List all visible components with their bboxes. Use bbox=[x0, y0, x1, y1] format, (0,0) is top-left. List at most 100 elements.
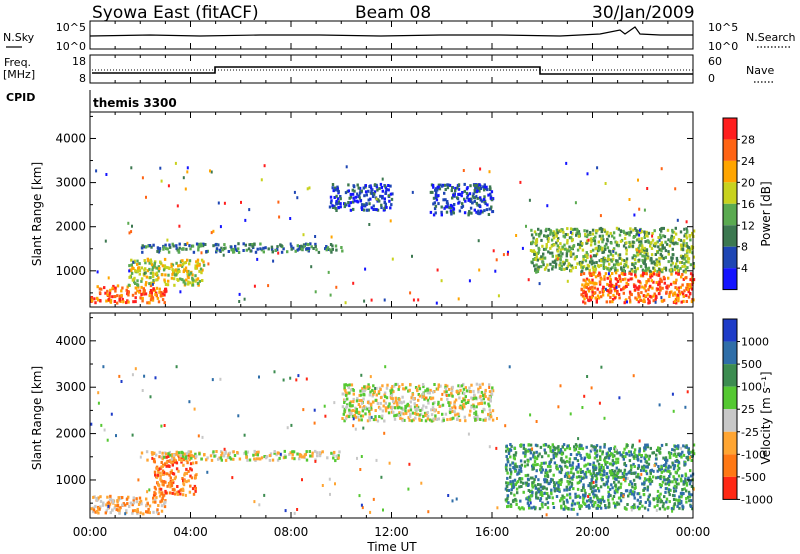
scatter-cell bbox=[685, 489, 688, 493]
scatter-cell bbox=[453, 194, 456, 198]
scatter-cell bbox=[545, 243, 548, 246]
scatter-cell bbox=[97, 511, 100, 515]
scatter-cell bbox=[167, 250, 171, 254]
colorbar-tick-label: 12 bbox=[741, 219, 755, 232]
scatter-cell bbox=[352, 417, 355, 421]
scatter-cell bbox=[141, 250, 144, 254]
scatter-cell bbox=[595, 477, 599, 481]
scatter-cell bbox=[634, 296, 637, 300]
scatter-cell bbox=[273, 450, 276, 453]
scatter-cell bbox=[280, 250, 284, 254]
scatter-cell bbox=[188, 454, 192, 458]
scatter-cell bbox=[673, 291, 677, 295]
scatter-cell bbox=[96, 285, 99, 289]
scatter-cell bbox=[196, 264, 199, 268]
scatter-cell bbox=[506, 252, 509, 256]
scatter-cell bbox=[606, 237, 609, 241]
scatter-cell bbox=[506, 488, 509, 492]
scatter-cell bbox=[482, 397, 485, 401]
scatter-cell bbox=[594, 451, 597, 455]
scatter-cell bbox=[561, 445, 564, 449]
scatter-cell bbox=[158, 490, 161, 494]
scatter-cell bbox=[358, 494, 361, 498]
scatter-cell bbox=[666, 469, 669, 473]
scatter-cell bbox=[467, 399, 470, 403]
scatter-cell bbox=[647, 288, 650, 292]
scatter-cell bbox=[583, 394, 586, 398]
scatter-cell bbox=[559, 458, 563, 462]
scatter-cell bbox=[426, 391, 430, 395]
scatter-cell bbox=[356, 183, 359, 187]
scatter-cell bbox=[536, 258, 539, 262]
scatter-cell bbox=[600, 230, 603, 234]
scatter-cell bbox=[662, 256, 665, 260]
scatter-cell bbox=[558, 464, 561, 468]
scatter-cell bbox=[608, 274, 612, 278]
scatter-cell bbox=[579, 240, 582, 244]
scatter-cell bbox=[589, 273, 592, 277]
scatter-cell bbox=[117, 496, 120, 500]
scatter-cell bbox=[604, 460, 607, 464]
scatter-cell bbox=[592, 271, 596, 275]
scatter-cell bbox=[664, 458, 667, 461]
scatter-cell bbox=[598, 290, 602, 294]
scatter-cell bbox=[640, 250, 644, 254]
scatter-cell bbox=[655, 273, 658, 277]
scatter-cell bbox=[643, 230, 646, 234]
scatter-cell bbox=[675, 293, 678, 297]
scatter-cell bbox=[189, 450, 193, 454]
scatter-cell bbox=[195, 461, 198, 465]
scatter-cell bbox=[125, 301, 128, 305]
scatter-cell bbox=[596, 264, 600, 268]
scatter-cell bbox=[610, 284, 613, 288]
scatter-cell bbox=[681, 247, 684, 251]
scatter-cell bbox=[196, 261, 199, 265]
scatter-cell bbox=[566, 446, 569, 450]
scatter-cell bbox=[515, 503, 518, 506]
scatter-cell bbox=[237, 242, 240, 246]
scatter-cell bbox=[585, 445, 588, 449]
scatter-cell bbox=[672, 293, 675, 297]
scatter-cell bbox=[582, 289, 585, 293]
scatter-cell bbox=[619, 469, 622, 473]
scatter-cell bbox=[488, 404, 491, 408]
scatter-cell bbox=[653, 505, 656, 509]
scatter-cell bbox=[188, 244, 191, 248]
scatter-cell bbox=[615, 241, 619, 245]
scatter-cell bbox=[380, 206, 383, 209]
scatter-cell bbox=[381, 196, 384, 200]
scatter-cell bbox=[642, 271, 645, 275]
scatter-cell bbox=[572, 475, 575, 479]
scatter-cell bbox=[615, 226, 619, 230]
scatter-cell bbox=[169, 245, 172, 249]
scatter-cell bbox=[645, 252, 648, 256]
scatter-cell bbox=[467, 432, 470, 436]
scatter-cell bbox=[547, 454, 550, 458]
scatter-cell bbox=[659, 243, 662, 247]
scatter-cell bbox=[681, 273, 684, 276]
scatter-cell bbox=[391, 385, 394, 388]
scatter-cell bbox=[616, 289, 619, 293]
scatter-cell bbox=[555, 495, 559, 498]
scatter-cell bbox=[321, 484, 324, 487]
scatter-cell bbox=[665, 461, 668, 465]
scatter-cell bbox=[390, 203, 393, 207]
scatter-cell bbox=[294, 249, 297, 253]
scatter-cell bbox=[578, 447, 581, 450]
scatter-cell bbox=[587, 287, 590, 291]
scatter-cell bbox=[453, 410, 456, 414]
scatter-cell bbox=[145, 497, 148, 501]
scatter-cell bbox=[549, 246, 552, 250]
scatter-cell bbox=[589, 286, 592, 290]
scatter-cell bbox=[688, 234, 691, 237]
scatter-cell bbox=[489, 187, 492, 191]
scatter-cell bbox=[180, 459, 183, 462]
scatter-cell bbox=[149, 291, 152, 295]
scatter-cell bbox=[621, 472, 625, 475]
scatter-cell bbox=[576, 459, 580, 463]
scatter-cell bbox=[641, 465, 644, 469]
scatter-cell bbox=[563, 448, 567, 452]
scatter-cell bbox=[160, 509, 164, 513]
scatter-cell bbox=[668, 453, 672, 456]
scatter-cell bbox=[687, 260, 690, 264]
